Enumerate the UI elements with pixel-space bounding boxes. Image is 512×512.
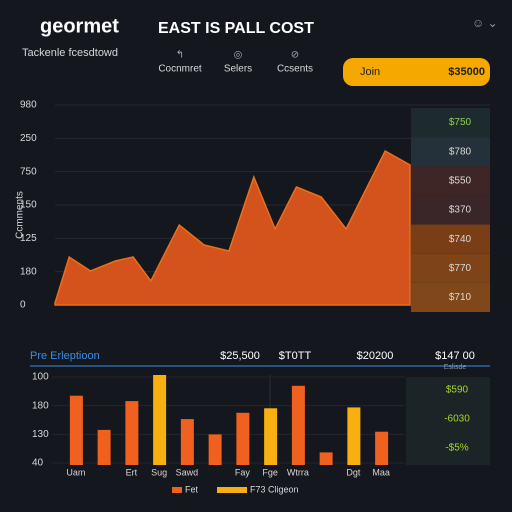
legend-swatch <box>172 487 182 493</box>
side-cell <box>411 253 490 283</box>
chart-title: Pre Erleptioon <box>30 350 100 362</box>
side-label: -6030 <box>444 414 470 425</box>
bar <box>319 452 333 465</box>
subtitle: Tackenle fcesdtowd <box>22 47 118 59</box>
y-axis-label: Ccmments <box>15 191 26 239</box>
side-label: $370 <box>449 205 472 216</box>
x-tick-label: Sawd <box>176 467 199 477</box>
side-label: $710 <box>449 292 472 303</box>
area <box>54 149 411 306</box>
y-tick-label: 150 <box>20 200 37 211</box>
nav-item[interactable]: Cocnmret <box>158 64 202 75</box>
x-tick-label: Uam <box>66 467 85 477</box>
x-tick-label: Ert <box>126 467 138 477</box>
bar <box>347 407 361 465</box>
top-label: $T0TT <box>279 350 312 362</box>
side-label: -$5% <box>445 443 468 454</box>
nav-icon: ◎ <box>234 50 243 61</box>
bar <box>236 412 250 465</box>
side-cell <box>411 195 490 225</box>
user-icon[interactable]: ☺ ⌄ <box>472 16 498 30</box>
side-cell <box>411 108 490 138</box>
x-tick-label: Fay <box>235 467 251 477</box>
join-button[interactable] <box>343 58 490 86</box>
nav-item[interactable]: Ccsents <box>277 64 313 75</box>
x-tick-label: Dgt <box>346 467 361 477</box>
y-tick-label: 100 <box>32 372 49 383</box>
bar <box>208 434 222 465</box>
side-label: $550 <box>449 175 472 186</box>
x-tick-label: Sug <box>151 467 167 477</box>
bar <box>125 401 139 465</box>
top-label: $25,500 <box>220 350 260 362</box>
y-tick-label: 40 <box>32 458 44 469</box>
nav-item[interactable]: Selers <box>224 64 252 75</box>
nav-icon: ↰ <box>176 50 184 61</box>
y-tick-label: 130 <box>32 429 49 440</box>
y-tick-label: 125 <box>20 233 37 244</box>
legend-swatch <box>217 487 247 493</box>
legend-label: F73 Cligeon <box>250 484 299 494</box>
bar <box>180 419 194 465</box>
side-panel <box>406 377 490 465</box>
y-tick-label: 180 <box>20 266 37 277</box>
bar <box>291 385 305 465</box>
y-tick-label: 750 <box>20 166 37 177</box>
x-tick-label: Fge <box>262 467 278 477</box>
side-label: $590 <box>446 385 469 396</box>
page-title: EAST IS PALL COST <box>158 20 314 37</box>
side-cell <box>411 224 490 254</box>
button-label[interactable]: Join <box>360 66 380 78</box>
side-cell <box>411 166 490 196</box>
bar <box>69 395 83 465</box>
bar <box>375 431 389 465</box>
top-label: $20200 <box>357 350 394 362</box>
bar <box>264 408 278 465</box>
side-label: $770 <box>449 263 472 274</box>
nav: ↰ Cocnmret ◎ Selers ⊘ Ccsents <box>158 50 313 75</box>
bar <box>97 429 111 465</box>
side-cell <box>411 137 490 167</box>
x-tick-label: Maa <box>372 467 390 477</box>
bar <box>153 375 167 465</box>
side-cell <box>411 282 490 312</box>
side-label: $780 <box>449 146 472 157</box>
y-tick-label: 250 <box>20 133 37 144</box>
nav-icon: ⊘ <box>291 50 299 61</box>
top-note: Eslisde <box>444 364 467 371</box>
legend-label: Fet <box>185 484 199 494</box>
y-tick-label: 0 <box>20 300 26 311</box>
button-value[interactable]: $35000 <box>448 66 485 78</box>
side-label: $750 <box>449 117 472 128</box>
x-tick-label: Wtrra <box>287 467 309 477</box>
y-tick-label: 180 <box>32 400 49 411</box>
brand: geormet <box>40 15 119 37</box>
top-label: $147 00 <box>435 350 475 362</box>
side-label: $740 <box>449 234 472 245</box>
y-tick-label: 980 <box>20 100 37 111</box>
